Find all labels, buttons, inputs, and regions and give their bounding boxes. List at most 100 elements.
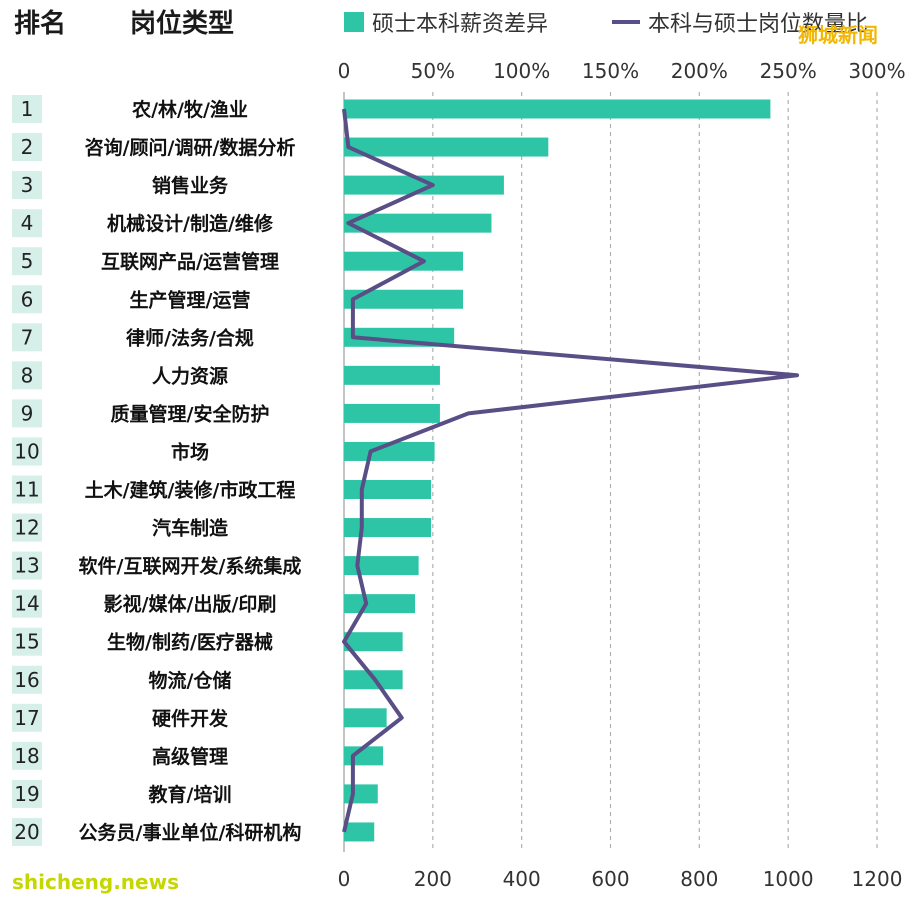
- rank-badge: [12, 247, 42, 276]
- category-header: 岗位类型: [130, 8, 234, 39]
- rank-number: 3: [21, 173, 34, 197]
- category-label: 公务员/事业单位/科研机构: [79, 821, 302, 844]
- grid: [343, 92, 878, 852]
- rank-number: 9: [21, 401, 34, 425]
- rank-badge: [12, 171, 42, 200]
- rank-number: 16: [14, 668, 39, 692]
- category-label: 软件/互联网开发/系统集成: [79, 555, 302, 578]
- bar: [344, 251, 464, 271]
- bottom-tick-label: 400: [503, 867, 541, 891]
- rank-badge: [12, 475, 42, 504]
- category-label: 影视/媒体/出版/印刷: [104, 593, 277, 616]
- bottom-tick-label: 800: [680, 867, 718, 891]
- category-label: 机械设计/制造/维修: [107, 212, 274, 235]
- rank-number: 18: [14, 744, 39, 768]
- category-label: 人力资源: [152, 364, 228, 387]
- rank-badge: [12, 703, 42, 732]
- rank-number: 14: [14, 592, 39, 616]
- category-label: 汽车制造: [152, 517, 229, 540]
- bottom-tick-label: 1200: [852, 867, 903, 891]
- top-axis: 0 50% 100% 150% 200% 250% 300%: [338, 59, 906, 83]
- rank-badge: [12, 95, 42, 123]
- bottom-tick-label: 1000: [763, 867, 814, 891]
- category-label: 高级管理: [152, 745, 228, 768]
- rank-number: 8: [21, 363, 34, 387]
- rank-badge: [12, 589, 42, 618]
- top-tick-label: 250%: [760, 59, 817, 83]
- category-label: 农/林/牧/渔业: [131, 98, 248, 121]
- bottom-axis: 0 200 400 600 800 1000 1200: [338, 867, 903, 891]
- rank-number: 19: [14, 782, 39, 806]
- category-label: 土木/建筑/装修/市政工程: [85, 479, 296, 502]
- rows: 1 农/林/牧/渔业 2 咨询/顾问/调研/数据分析 3 销售业务 4 机械设计/制造/维修 5…: [12, 95, 301, 846]
- bar: [344, 365, 440, 385]
- rank-number: 6: [21, 287, 34, 311]
- top-tick-label: 300%: [848, 59, 905, 83]
- category-label: 生产管理/运营: [130, 288, 251, 311]
- watermark-bottom: shicheng.news: [12, 870, 179, 894]
- rank-badge: [12, 551, 42, 580]
- legend-bar-label: 硕士本科薪资差异: [372, 12, 548, 37]
- rank-number: 1: [21, 97, 34, 121]
- rank-number: 11: [14, 478, 39, 502]
- bar: [344, 175, 504, 195]
- rank-badge: [12, 323, 42, 352]
- watermark-top: 狮城新闻: [798, 23, 878, 47]
- rank-number: 12: [14, 516, 39, 540]
- rank-badge: [12, 361, 42, 390]
- category-label: 硬件开发: [152, 707, 229, 730]
- rank-number: 2: [21, 135, 34, 159]
- rank-badge: [12, 437, 42, 466]
- bar: [344, 784, 378, 804]
- bottom-tick-label: 600: [591, 867, 629, 891]
- bar: [344, 594, 416, 614]
- rank-number: 15: [14, 630, 39, 654]
- bar: [344, 518, 432, 538]
- bar: [344, 403, 440, 423]
- bottom-tick-label: 0: [338, 867, 351, 891]
- category-label: 物流/仓储: [149, 669, 232, 692]
- bar: [344, 632, 403, 652]
- rank-badge: [12, 741, 42, 770]
- bar: [344, 441, 435, 461]
- rank-number: 13: [14, 554, 39, 578]
- top-tick-label: 0: [338, 59, 351, 83]
- bar: [344, 556, 419, 576]
- top-tick-label: 150%: [582, 59, 639, 83]
- rank-badge: [12, 209, 42, 238]
- rank-header: 排名: [14, 8, 66, 39]
- rank-number: 17: [14, 706, 39, 730]
- bar: [344, 708, 387, 728]
- category-label: 质量管理/安全防护: [111, 402, 270, 425]
- legend-line-label: 本科与硕士岗位数量比: [648, 12, 868, 37]
- bar: [344, 137, 549, 157]
- legend-bar-swatch: [344, 12, 364, 32]
- ratio-line: [342, 108, 799, 833]
- bar: [344, 99, 771, 119]
- top-tick-label: 200%: [671, 59, 728, 83]
- rank-number: 20: [14, 820, 39, 844]
- bottom-tick-label: 200: [414, 867, 452, 891]
- rank-number: 10: [14, 439, 39, 463]
- rank-badge: [12, 627, 42, 656]
- bar: [344, 822, 375, 842]
- rank-badge: [12, 133, 42, 162]
- bar: [344, 480, 432, 499]
- rank-number: 4: [21, 211, 34, 235]
- bar: [344, 213, 492, 233]
- category-label: 市场: [171, 440, 209, 463]
- rank-badge: [12, 285, 42, 314]
- category-label: 生物/制药/医疗器械: [107, 631, 273, 654]
- category-label: 咨询/顾问/调研/数据分析: [85, 136, 296, 159]
- category-label: 销售业务: [152, 174, 229, 197]
- category-label: 律师/法务/合规: [125, 326, 254, 349]
- rank-badge: [12, 817, 42, 846]
- bars: [344, 99, 771, 842]
- rank-badge: [12, 513, 42, 542]
- rank-number: 7: [21, 325, 34, 349]
- category-label: 互联网产品/运营管理: [101, 250, 279, 273]
- rank-badge: [12, 399, 42, 428]
- bar: [344, 289, 464, 309]
- rank-number: 5: [21, 249, 34, 273]
